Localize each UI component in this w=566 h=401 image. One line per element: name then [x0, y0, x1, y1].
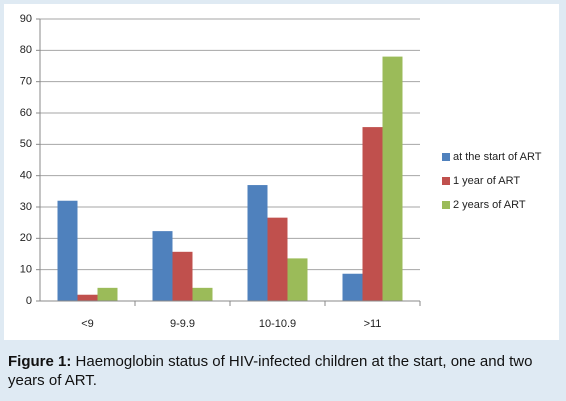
bar [287, 258, 308, 301]
bar [57, 200, 78, 301]
bar [247, 185, 268, 301]
x-tick-label: 10-10.9 [259, 318, 296, 330]
legend-swatch [442, 153, 450, 161]
y-tick-label: 30 [20, 201, 32, 213]
y-tick-label: 60 [20, 107, 32, 119]
legend-label: 1 year of ART [453, 175, 520, 187]
x-tick-label: 9-9.9 [170, 318, 195, 330]
bar [152, 231, 173, 301]
bar [267, 217, 288, 301]
x-tick-label: >11 [364, 318, 382, 330]
legend-label: 2 years of ART [453, 199, 526, 211]
legend-swatch [442, 177, 450, 185]
bar [97, 287, 118, 301]
y-tick-label: 20 [20, 232, 32, 244]
bar [172, 251, 193, 301]
legend-swatch [442, 201, 450, 209]
bar [192, 287, 213, 301]
bar [382, 56, 403, 301]
y-tick-label: 80 [20, 44, 32, 56]
legend-label: at the start of ART [453, 151, 542, 163]
y-tick-label: 40 [20, 170, 32, 182]
x-tick-label: <9 [81, 318, 94, 330]
caption: Figure 1: Haemoglobin status of HIV-infe… [8, 352, 556, 390]
caption-text: Haemoglobin status of HIV-infected child… [8, 353, 533, 389]
y-tick-label: 50 [20, 138, 32, 150]
bar [77, 294, 98, 301]
y-tick-label: 0 [26, 295, 32, 307]
bar [342, 273, 363, 301]
y-tick-label: 70 [20, 76, 32, 88]
bar [362, 127, 383, 301]
chart: 0 10 20 30 40 50 60 70 80 90 <9 9-9.9 10-10.9 >11 at t… [4, 4, 559, 340]
y-tick-label: 10 [20, 264, 32, 276]
caption-label: Figure 1: [8, 353, 72, 370]
y-tick-label: 90 [20, 13, 32, 25]
